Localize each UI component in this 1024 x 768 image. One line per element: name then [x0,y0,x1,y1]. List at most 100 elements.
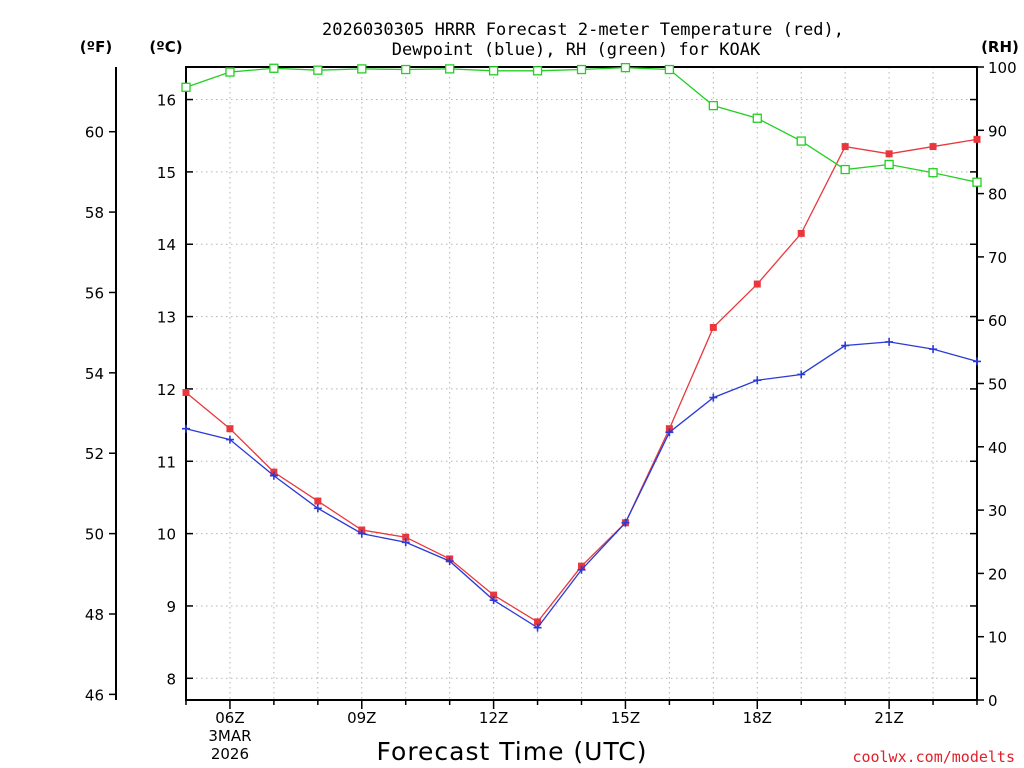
dewpoint-point [621,518,630,527]
x-tick-label: 15Z [611,709,640,727]
dewpoint-point [182,424,190,433]
rh-tick-label: 40 [988,439,1007,457]
x-tick-label: 09Z [347,709,376,727]
celsius-tick-label: 11 [157,453,176,471]
rh-point [313,65,323,75]
rh-point [357,64,367,74]
temperature-point [841,143,849,151]
temperature-point [929,143,937,151]
rh-tick-label: 20 [988,565,1007,583]
dewpoint-point [577,565,586,574]
x-tick-label: 06Z [215,709,244,727]
celsius-tick-label: 9 [166,598,176,616]
rh-tick-label: 0 [988,692,998,710]
rh-point [445,64,455,74]
rh-point [928,168,938,178]
temperature-point [226,425,234,433]
rh-point [532,66,543,76]
temperature-point [973,135,981,143]
rh-point [884,159,894,170]
dewpoint-point [929,345,938,354]
rh-point [488,66,499,76]
temperature-line [185,138,978,623]
x-tick-label: 18Z [743,709,772,727]
fahrenheit-tick-label: 56 [85,284,104,302]
rh-tick-label: 100 [988,59,1017,77]
fahrenheit-unit-label: (ºF) [80,38,112,56]
dewpoint-line [185,341,978,629]
rh-point [401,64,411,75]
fahrenheit-tick-label: 48 [85,606,104,624]
axes: 8 9 10 11 12 13 14 15 16 46 48 50 52 54 56 58 60 0 10 20 30 4… [85,59,1017,763]
temperature-point [885,150,893,158]
celsius-tick-label: 8 [166,670,176,688]
dewpoint-point [797,370,806,379]
celsius-unit-label: (ºC) [149,38,182,56]
rh-tick-label: 80 [988,186,1007,204]
rh-point [752,113,762,123]
dewpoint-point [225,435,234,444]
data-series [181,62,982,632]
dewpoint-point [709,393,718,402]
rh-point [620,62,631,73]
rh-point [796,136,806,146]
rh-point [269,63,279,73]
celsius-tick-label: 14 [157,236,176,254]
temperature-point [490,591,498,599]
dewpoint-point [313,504,322,513]
rh-tick-label: 10 [988,629,1007,647]
temperature-point [182,389,190,397]
x-tick-sublabel: 3MAR [208,727,251,745]
celsius-tick-label: 13 [157,309,176,327]
fahrenheit-tick-label: 46 [85,686,104,704]
temperature-point [753,280,761,288]
dewpoint-point [489,596,498,605]
rh-point [708,100,718,111]
dewpoint-point [357,529,366,538]
fahrenheit-tick-label: 50 [85,526,104,544]
fahrenheit-tick-label: 54 [85,365,104,383]
rh-unit-label: (RH) [981,38,1019,56]
rh-point [576,64,587,75]
rh-tick-label: 90 [988,122,1007,140]
temperature-point [797,229,805,237]
dewpoint-point [269,471,278,480]
dewpoint-point [973,357,981,366]
x-tick-label: 21Z [874,709,903,727]
dewpoint-point [665,428,674,437]
celsius-tick-label: 15 [157,164,176,182]
fahrenheit-tick-label: 58 [85,204,104,222]
dewpoint-point [753,376,762,385]
dewpoint-point [401,538,410,547]
dewpoint-point [841,341,850,350]
rh-point [972,177,982,187]
rh-tick-label: 50 [988,376,1007,394]
rh-tick-label: 60 [988,312,1007,330]
grid-lines [186,67,977,700]
celsius-tick-label: 12 [157,381,176,399]
temperature-point [709,323,717,331]
x-tick-label: 12Z [479,709,508,727]
celsius-tick-label: 16 [157,92,176,110]
x-axis-label: Forecast Time (UTC) [377,737,648,766]
rh-tick-label: 30 [988,502,1007,520]
rh-point [181,82,191,92]
dewpoint-point [533,623,542,632]
x-tick-sublabel: 2026 [211,745,249,763]
rh-point [225,67,235,77]
dewpoint-point [885,337,894,346]
rh-tick-label: 70 [988,249,1007,267]
temperature-point [314,497,322,505]
rh-point [664,64,675,75]
temperature-point [402,533,410,541]
rh-line [185,66,978,183]
chart-title-line2: Dewpoint (blue), RH (green) for KOAK [392,40,761,60]
rh-point [840,164,850,175]
credit-text: coolwx.com/modelts [852,748,1015,766]
dewpoint-point [445,557,454,566]
fahrenheit-tick-label: 52 [85,445,104,463]
celsius-tick-label: 10 [157,526,176,544]
temperature-point [534,618,542,626]
chart-title-line1: 2026030305 HRRR Forecast 2-meter Tempera… [322,20,844,40]
